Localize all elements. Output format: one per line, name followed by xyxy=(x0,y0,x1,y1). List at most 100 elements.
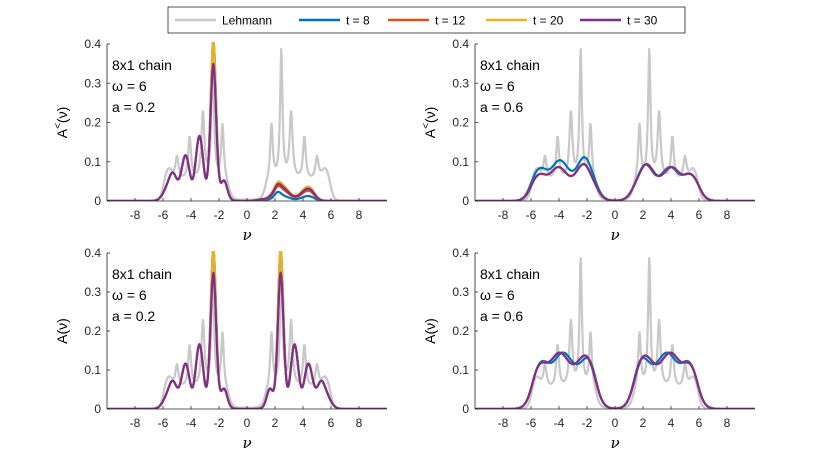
y-axis-label: A(ν) xyxy=(422,318,438,344)
panel-annotation-line: ω = 6 xyxy=(112,287,147,303)
panel-annotation-line: ω = 6 xyxy=(480,287,515,303)
y-axis-label-arg: (ν) xyxy=(422,318,438,334)
y-axis-label-base: A xyxy=(422,128,438,138)
y-tick-label: 0.2 xyxy=(452,116,469,130)
y-axis-label-sup: < xyxy=(421,123,432,129)
y-axis-label-base: A xyxy=(54,128,70,138)
y-tick-label: 0.3 xyxy=(84,285,101,299)
x-tick-label: 0 xyxy=(244,416,251,430)
panel-annotation-line: ω = 6 xyxy=(112,78,147,94)
y-axis-label: A<(ν) xyxy=(53,107,70,139)
panel-annotation-line: a = 0.6 xyxy=(480,99,523,115)
x-tick-label: -4 xyxy=(554,208,565,222)
y-tick-label: 0.4 xyxy=(452,37,469,51)
panel-annotation-line: 8x1 chain xyxy=(480,266,540,282)
x-tick-label: 6 xyxy=(696,208,703,222)
x-tick-label: -8 xyxy=(498,416,509,430)
panel-annotation-line: a = 0.6 xyxy=(480,308,523,324)
legend-label-t12: t = 12 xyxy=(435,14,466,28)
x-tick-label: 2 xyxy=(640,208,647,222)
x-tick-label: 6 xyxy=(328,416,335,430)
y-axis-label-base: A xyxy=(422,334,438,344)
y-tick-label: 0.3 xyxy=(84,76,101,90)
y-tick-label: 0 xyxy=(462,402,469,416)
x-axis-label: ν xyxy=(242,226,251,244)
y-tick-label: 0.4 xyxy=(84,37,101,51)
y-axis-label-arg: (ν) xyxy=(54,107,70,123)
x-tick-label: -2 xyxy=(582,416,593,430)
panel-annotation-line: 8x1 chain xyxy=(112,266,172,282)
y-tick-label: 0.3 xyxy=(452,76,469,90)
panel-annotation-line: a = 0.2 xyxy=(112,308,155,324)
y-tick-label: 0 xyxy=(462,194,469,208)
legend-entry-t12: t = 12 xyxy=(388,14,466,28)
x-tick-label: 2 xyxy=(640,416,647,430)
x-tick-label: -6 xyxy=(158,416,169,430)
x-tick-label: -2 xyxy=(214,416,225,430)
legend: Lehmann t = 8 t = 12 t = 20 t = 30 xyxy=(167,6,686,34)
x-tick-label: -2 xyxy=(582,208,593,222)
y-tick-label: 0 xyxy=(94,402,101,416)
legend-label-t30: t = 30 xyxy=(627,14,658,28)
y-axis-label: A<(ν) xyxy=(421,107,438,139)
y-tick-label: 0.4 xyxy=(452,246,469,260)
y-axis-label: A(ν) xyxy=(54,318,70,344)
x-tick-label: -6 xyxy=(526,416,537,430)
x-tick-label: 6 xyxy=(696,416,703,430)
y-axis-label-arg: (ν) xyxy=(422,107,438,123)
x-tick-label: 4 xyxy=(668,416,675,430)
y-tick-label: 0 xyxy=(94,194,101,208)
legend-label-t20: t = 20 xyxy=(533,14,564,28)
y-tick-label: 0.2 xyxy=(84,116,101,130)
x-tick-label: 0 xyxy=(612,208,619,222)
x-tick-label: 6 xyxy=(328,208,335,222)
x-axis-label: ν xyxy=(610,226,619,244)
x-tick-label: 2 xyxy=(272,416,279,430)
panel-annotation-line: a = 0.2 xyxy=(112,99,155,115)
x-tick-label: -8 xyxy=(130,416,141,430)
panel-annotation-line: 8x1 chain xyxy=(480,57,540,73)
x-tick-label: 0 xyxy=(244,208,251,222)
y-axis-label-sup: < xyxy=(53,123,64,129)
y-tick-label: 0.2 xyxy=(84,324,101,338)
x-tick-label: 4 xyxy=(668,208,675,222)
y-axis-label-arg: (ν) xyxy=(54,318,70,334)
x-tick-label: -4 xyxy=(186,208,197,222)
x-tick-label: 8 xyxy=(356,208,363,222)
legend-label-t8: t = 8 xyxy=(346,14,370,28)
legend-entry-lehmann: Lehmann xyxy=(175,14,272,28)
x-tick-label: 8 xyxy=(724,416,731,430)
y-tick-label: 0.2 xyxy=(452,324,469,338)
panel-top-left: -8 -6 -4 -2 0 2 4 6 8 0 0.1 0.2 0.3 0.4 ν A<(ν) 8x1 chai… xyxy=(53,37,387,244)
x-axis-label: ν xyxy=(242,434,251,452)
x-tick-label: -6 xyxy=(526,208,537,222)
x-tick-label: 8 xyxy=(356,416,363,430)
y-tick-label: 0.1 xyxy=(452,155,469,169)
legend-entry-t20: t = 20 xyxy=(486,14,564,28)
y-tick-label: 0.1 xyxy=(452,363,469,377)
y-tick-label: 0.3 xyxy=(452,285,469,299)
x-tick-label: 4 xyxy=(300,416,307,430)
x-tick-label: 8 xyxy=(724,208,731,222)
y-tick-label: 0.1 xyxy=(84,155,101,169)
panel-top-right: -8 -6 -4 -2 0 2 4 6 8 0 0.1 0.2 0.3 0.4 ν A<(ν) 8x1 chai… xyxy=(421,37,755,244)
x-tick-label: 4 xyxy=(300,208,307,222)
panel-annotation-line: ω = 6 xyxy=(480,78,515,94)
y-tick-label: 0.4 xyxy=(84,246,101,260)
x-tick-label: -8 xyxy=(130,208,141,222)
panel-annotation-line: 8x1 chain xyxy=(112,57,172,73)
y-axis-label-base: A xyxy=(54,334,70,344)
legend-entry-t8: t = 8 xyxy=(299,14,370,28)
x-tick-label: -8 xyxy=(498,208,509,222)
x-tick-label: -4 xyxy=(186,416,197,430)
x-axis-label: ν xyxy=(610,434,619,452)
panel-bottom-left: -8 -6 -4 -2 0 2 4 6 8 0 0.1 0.2 0.3 0.4 ν A(ν) 8x1 chain… xyxy=(54,246,387,452)
x-tick-label: 2 xyxy=(272,208,279,222)
legend-entry-t30: t = 30 xyxy=(580,14,658,28)
legend-label-lehmann: Lehmann xyxy=(222,14,272,28)
panel-bottom-right: -8 -6 -4 -2 0 2 4 6 8 0 0.1 0.2 0.3 0.4 ν A(ν) 8x1 chain… xyxy=(422,246,755,452)
x-tick-label: 0 xyxy=(612,416,619,430)
x-tick-label: -4 xyxy=(554,416,565,430)
